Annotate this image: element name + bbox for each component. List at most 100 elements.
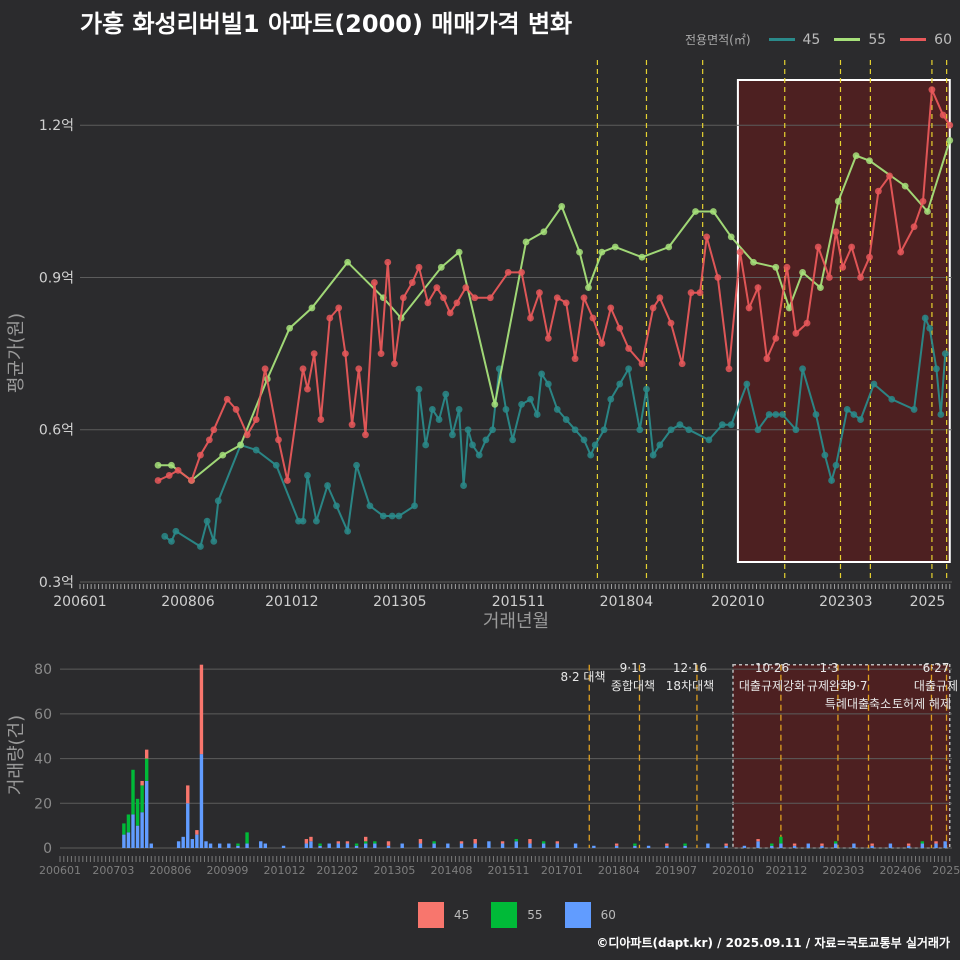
- data-point-60: [384, 258, 392, 266]
- data-point-60: [304, 385, 311, 393]
- data-point-55: [540, 228, 548, 236]
- data-point-60: [553, 294, 561, 302]
- volume-bar-60: [236, 845, 240, 848]
- bar-x-tick-label: 202010: [712, 864, 754, 877]
- y-tick-label: 0.3억: [39, 575, 74, 591]
- data-point-60: [424, 299, 432, 307]
- data-point-60: [754, 284, 762, 292]
- data-point-45: [395, 512, 403, 520]
- volume-bar-60: [614, 845, 619, 848]
- data-point-60: [814, 243, 822, 251]
- data-point-60: [571, 355, 579, 363]
- volume-bar-60: [500, 843, 505, 848]
- data-point-45: [821, 451, 829, 459]
- volume-bar-45: [363, 836, 368, 842]
- volume-bar-60: [122, 834, 126, 848]
- data-point-45: [172, 527, 180, 535]
- bar-highlight-box: [732, 663, 951, 849]
- volume-bar-60: [140, 812, 144, 848]
- data-point-45: [411, 502, 418, 510]
- bar-legend-swatch-55: [491, 902, 518, 928]
- data-point-55: [924, 208, 931, 215]
- volume-bar-60: [345, 843, 350, 848]
- data-point-60: [261, 365, 269, 373]
- data-point-60: [391, 360, 398, 368]
- volume-bar-45: [345, 841, 350, 844]
- bar-legend-swatch-60: [564, 902, 591, 928]
- series-line-45: [164, 314, 947, 549]
- volume-bar-55: [144, 758, 149, 781]
- policy-annotation: 6·27: [923, 661, 950, 675]
- volume-bar-60: [888, 843, 893, 848]
- volume-bar-55: [373, 841, 377, 844]
- data-point-45: [932, 365, 940, 373]
- volume-bar-60: [446, 843, 450, 848]
- volume-bar-60: [149, 843, 153, 848]
- data-point-60: [857, 274, 864, 281]
- data-point-55: [598, 248, 606, 256]
- volume-bar-60: [779, 843, 783, 848]
- data-point-45: [469, 441, 476, 449]
- data-point-60: [518, 268, 525, 276]
- data-point-60: [284, 477, 291, 484]
- data-point-60: [910, 223, 918, 231]
- volume-bar-60: [756, 841, 760, 848]
- bar-x-tick-label: 200601: [39, 864, 81, 877]
- legend-line-55: [834, 38, 861, 41]
- data-point-60: [736, 248, 744, 256]
- data-point-60: [625, 345, 633, 352]
- volume-bar-55: [363, 841, 368, 844]
- data-point-55: [611, 243, 619, 251]
- volume-bar-55: [135, 798, 140, 826]
- data-point-45: [489, 426, 496, 434]
- volume-bar-45: [614, 843, 619, 846]
- bar-x-tick-label: 201012: [263, 864, 305, 877]
- volume-bar-45: [336, 841, 341, 844]
- volume-bar-60: [852, 843, 856, 848]
- x-tick-label: 200601: [53, 594, 106, 610]
- volume-bar-55: [432, 841, 436, 844]
- volume-bar-60: [263, 843, 268, 848]
- data-point-60: [362, 431, 369, 439]
- bar-x-tick-label: 201804: [598, 864, 640, 877]
- volume-bar-60: [418, 843, 423, 848]
- data-point-45: [312, 517, 320, 525]
- data-point-60: [341, 350, 349, 358]
- volume-bar-60: [336, 843, 341, 848]
- volume-bar-45: [186, 785, 190, 804]
- data-point-55: [522, 238, 530, 246]
- bar-legend-label-60: 60: [600, 908, 616, 922]
- volume-bar-45: [418, 839, 423, 844]
- volume-bar-60: [870, 845, 874, 848]
- data-point-45: [799, 365, 806, 373]
- data-point-45: [857, 416, 864, 423]
- data-point-45: [888, 395, 896, 403]
- volume-bar-60: [633, 845, 637, 848]
- policy-annotation: 특례대출축소: [825, 697, 891, 711]
- data-point-45: [600, 426, 608, 434]
- data-point-45: [667, 426, 675, 434]
- data-point-60: [946, 121, 954, 129]
- data-point-55: [817, 284, 824, 292]
- data-point-60: [440, 294, 447, 302]
- data-point-45: [435, 416, 443, 423]
- data-point-60: [399, 294, 407, 302]
- volume-bar-60: [327, 843, 331, 848]
- data-point-45: [475, 451, 483, 459]
- volume-bar-60: [245, 843, 249, 848]
- volume-bar-55: [779, 836, 783, 844]
- data-point-60: [317, 416, 325, 423]
- volume-bar-55: [318, 843, 322, 846]
- data-point-45: [442, 390, 450, 398]
- volume-bar-55: [683, 843, 687, 846]
- volume-bar-45: [792, 843, 797, 846]
- volume-bar-45: [528, 839, 532, 844]
- bar-x-tick-label: 20250: [932, 864, 960, 877]
- data-point-60: [433, 284, 441, 292]
- data-point-55: [901, 182, 909, 190]
- legend-line-60: [900, 38, 927, 41]
- volume-bar-45: [199, 664, 204, 755]
- data-point-60: [348, 421, 356, 429]
- volume-bar-60: [181, 836, 185, 848]
- volume-bar-60: [665, 845, 669, 848]
